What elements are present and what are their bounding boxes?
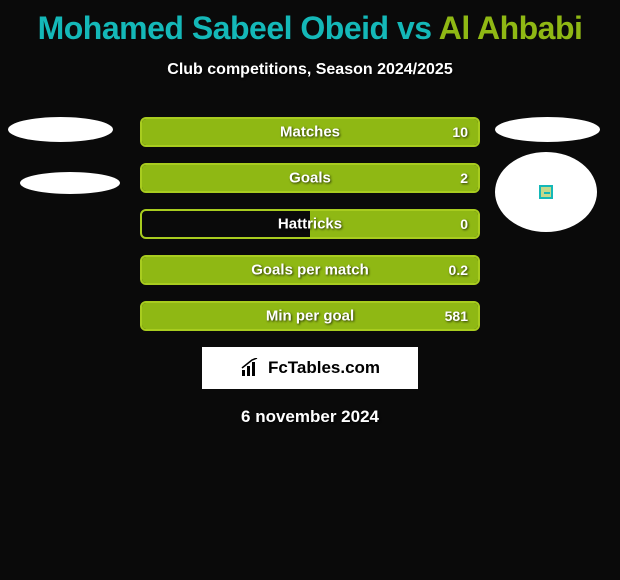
stat-bar-goals-per-match: Goals per match 0.2	[140, 255, 480, 285]
page-title: Mohamed Sabeel Obeid vs Al Ahbabi	[0, 0, 620, 47]
comparison-chart: Matches 10 Goals 2 Hattricks 0 Goals per match…	[0, 117, 620, 331]
player1-avatar-decor	[8, 117, 120, 194]
brand-box: FcTables.com	[202, 347, 418, 389]
bar-label: Goals	[289, 170, 331, 187]
bar-label: Min per goal	[266, 308, 354, 325]
bar-value-player2: 0.2	[449, 262, 468, 278]
stat-bar-hattricks: Hattricks 0	[140, 209, 480, 239]
bar-label: Matches	[280, 124, 340, 141]
stat-bar-goals: Goals 2	[140, 163, 480, 193]
decor-ellipse	[20, 172, 120, 194]
date-label: 6 november 2024	[0, 407, 620, 427]
player2-name: Al Ahbabi	[439, 10, 583, 46]
bar-value-player2: 10	[452, 124, 468, 140]
bar-label: Hattricks	[278, 216, 342, 233]
stat-bar-min-per-goal: Min per goal 581	[140, 301, 480, 331]
bar-value-player2: 2	[460, 170, 468, 186]
image-placeholder-icon	[539, 185, 553, 199]
bar-label: Goals per match	[251, 262, 369, 279]
decor-ellipse	[8, 117, 113, 142]
bar-value-player2: 0	[460, 216, 468, 232]
bar-value-player2: 581	[445, 308, 468, 324]
bars-container: Matches 10 Goals 2 Hattricks 0 Goals per match…	[140, 117, 480, 331]
brand-chart-icon	[240, 358, 262, 378]
player1-name: Mohamed Sabeel Obeid	[38, 10, 389, 46]
stat-bar-matches: Matches 10	[140, 117, 480, 147]
subtitle: Club competitions, Season 2024/2025	[0, 61, 620, 79]
decor-ellipse	[495, 117, 600, 142]
brand-text: FcTables.com	[268, 358, 380, 378]
vs-text: vs	[397, 10, 432, 46]
player2-avatar-circle	[495, 152, 597, 232]
player2-avatar-decor	[495, 117, 600, 232]
